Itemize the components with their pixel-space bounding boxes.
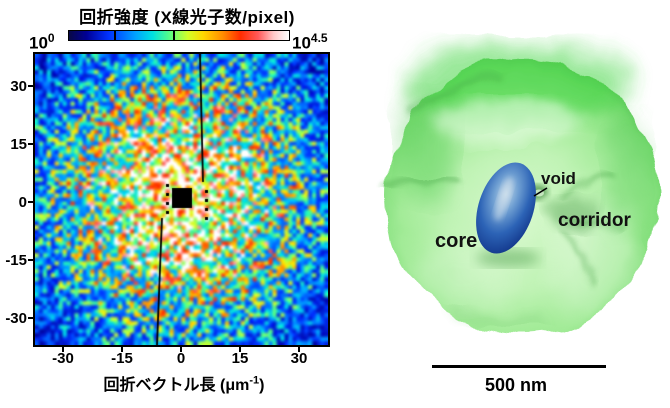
diffraction-title: 回折強度 (X線光子数/pixel) — [79, 8, 295, 27]
x-tick-mark — [180, 347, 182, 352]
x-tick-label: 0 — [176, 350, 186, 367]
y-tick-label: -15 — [5, 252, 27, 269]
y-tick-mark — [28, 143, 33, 145]
y-tick-mark — [28, 201, 33, 203]
y-tick-label: 30 — [10, 78, 27, 95]
y-tick-mark — [28, 317, 33, 319]
x-tick-label: 30 — [290, 350, 308, 367]
x-tick-mark — [121, 347, 123, 352]
x-tick-mark — [298, 347, 300, 352]
y-tick-label: 0 — [18, 194, 27, 211]
y-tick-label: -30 — [5, 310, 27, 327]
colorbar-tick — [114, 31, 116, 40]
label-void: void — [541, 169, 576, 188]
y-tick-mark — [28, 85, 33, 87]
colorbar-gradient — [68, 30, 290, 41]
x-axis-title: 回折ベクトル長 (μm-1) — [103, 374, 265, 394]
label-corridor: corridor — [558, 210, 631, 231]
core-shadow — [476, 249, 540, 267]
colorbar-min-label: 100 — [29, 31, 55, 53]
cell-3d-render — [385, 44, 659, 336]
x-tick-label: 15 — [231, 350, 249, 367]
x-tick-mark — [62, 347, 64, 352]
scale-bar-label: 500 nm — [484, 375, 548, 395]
cell-core — [476, 162, 536, 254]
colorbar-max-label: 104.5 — [292, 31, 328, 53]
diffraction-plot — [33, 52, 330, 347]
scale-bar — [432, 365, 606, 368]
speckle-canvas — [35, 54, 328, 345]
label-core: core — [435, 230, 478, 252]
x-tick-label: -15 — [111, 350, 133, 367]
colorbar-tick — [173, 31, 175, 40]
x-tick-mark — [239, 347, 241, 352]
y-tick-label: 15 — [10, 136, 27, 153]
x-tick-label: -30 — [52, 350, 74, 367]
y-tick-mark — [28, 259, 33, 261]
void-pointer-line — [533, 187, 548, 197]
